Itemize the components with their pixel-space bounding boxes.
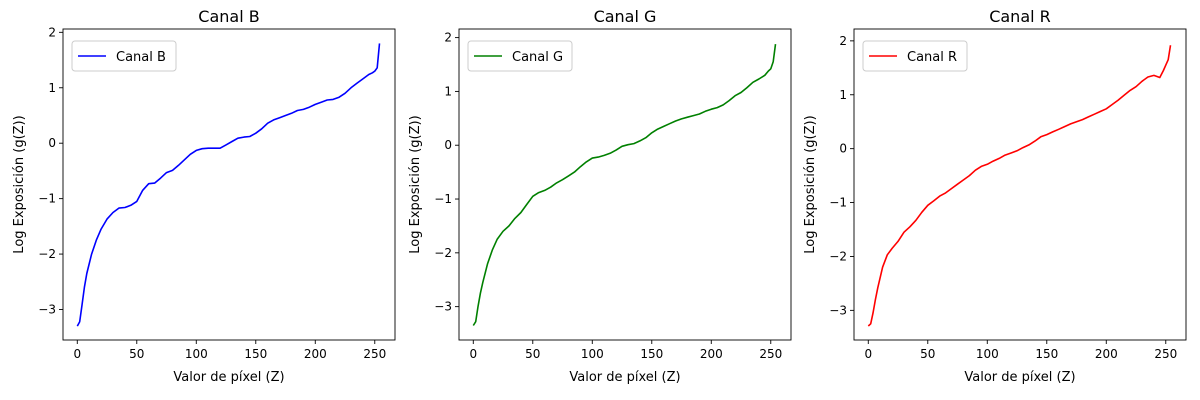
chart-title: Canal B [198,7,259,26]
legend-box [467,40,573,72]
x-tick-label: 150 [1035,347,1058,361]
y-tick-label: 1 [48,81,56,95]
x-tick-label: 0 [864,347,872,361]
x-tick-label: 50 [129,347,144,361]
y-tick-label: −1 [829,196,847,210]
x-tick-label: 100 [976,347,999,361]
y-tick-label: −2 [829,249,847,263]
subplot-canal-r: Canal R Valor de píxel (Z) Log Exposició… [803,7,1187,385]
y-axis-label: Log Exposición (g(Z)) [803,115,818,253]
plot-frame [853,28,1187,341]
legend-entry-label: Canal R [907,50,957,65]
series-line [472,43,777,326]
y-tick-label: 2 [839,34,847,48]
x-tick-label: 200 [700,347,723,361]
subplot-canal-b: Canal B Valor de píxel (Z) Log Exposició… [12,7,396,385]
x-axis-label: Valor de píxel (Z) [964,370,1075,385]
x-axis-label: Valor de píxel (Z) [173,370,284,385]
x-tick-label: 200 [304,347,327,361]
legend-box [71,40,177,72]
y-tick-label: −1 [434,192,452,206]
x-tick-label: 150 [640,347,663,361]
y-tick-label: −3 [829,303,847,317]
x-tick-label: 100 [581,347,604,361]
y-tick-label: −2 [434,246,452,260]
chart-title: Canal G [594,7,657,26]
y-tick-label: 2 [444,31,452,45]
y-tick-label: 2 [48,25,56,39]
x-tick-label: 0 [469,347,477,361]
y-tick-label: −1 [38,192,56,206]
y-tick-label: 1 [839,88,847,102]
x-tick-label: 50 [525,347,540,361]
x-tick-label: 250 [363,347,386,361]
y-tick-label: 0 [48,136,56,150]
y-axis-label: Log Exposición (g(Z)) [12,115,27,253]
y-tick-label: −3 [38,303,56,317]
x-tick-label: 50 [920,347,935,361]
plot-frame [458,28,792,341]
y-tick-label: 1 [444,84,452,98]
series-line [867,45,1172,327]
x-tick-label: 200 [1095,347,1118,361]
subplot-canal-g: Canal G Valor de píxel (Z) Log Exposició… [408,7,792,385]
series-line [76,43,381,327]
y-tick-label: −2 [38,247,56,261]
y-tick-label: −3 [434,300,452,314]
x-axis-label: Valor de píxel (Z) [569,370,680,385]
legend-entry-label: Canal G [512,50,563,65]
y-tick-label: 0 [839,142,847,156]
y-tick-label: 0 [444,138,452,152]
x-tick-label: 250 [1154,347,1177,361]
legend-entry-label: Canal B [116,50,166,65]
y-axis-label: Log Exposición (g(Z)) [408,115,423,253]
x-tick-label: 150 [244,347,267,361]
plot-frame [62,28,396,341]
chart-title: Canal R [989,7,1051,26]
x-tick-label: 0 [73,347,81,361]
legend-box [862,40,968,72]
x-tick-label: 100 [185,347,208,361]
x-tick-label: 250 [759,347,782,361]
